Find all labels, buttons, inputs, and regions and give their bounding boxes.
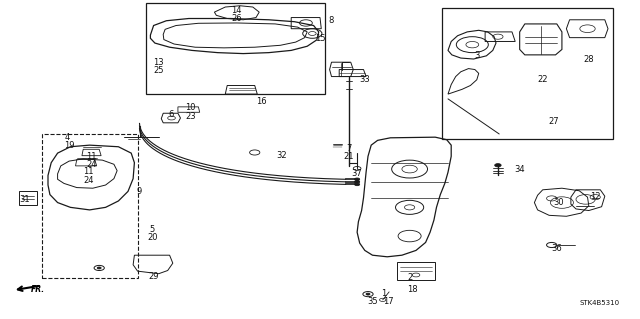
Text: 12: 12 xyxy=(590,192,600,201)
Text: 22: 22 xyxy=(538,75,548,84)
Circle shape xyxy=(97,267,101,269)
Text: 8: 8 xyxy=(328,16,333,25)
Text: 15: 15 xyxy=(315,34,325,43)
Text: 17: 17 xyxy=(383,297,394,306)
Text: 20: 20 xyxy=(147,233,157,242)
Text: 33: 33 xyxy=(360,75,370,84)
Bar xyxy=(146,3,325,94)
Text: 4: 4 xyxy=(65,133,70,142)
Text: FR.: FR. xyxy=(31,285,45,293)
Text: 19: 19 xyxy=(64,141,74,150)
Text: 1: 1 xyxy=(381,289,387,298)
Circle shape xyxy=(495,164,501,167)
Text: 10: 10 xyxy=(186,103,196,112)
Text: 28: 28 xyxy=(584,56,594,64)
Text: 2: 2 xyxy=(407,273,412,282)
Circle shape xyxy=(355,181,360,183)
Bar xyxy=(397,262,435,280)
Text: 31: 31 xyxy=(19,195,29,204)
Text: 30: 30 xyxy=(554,198,564,207)
Text: 21: 21 xyxy=(344,152,354,161)
Text: 7: 7 xyxy=(346,144,351,153)
Text: 16: 16 xyxy=(256,97,266,106)
Text: 14: 14 xyxy=(232,6,242,15)
Circle shape xyxy=(355,178,360,181)
Text: 11: 11 xyxy=(86,152,97,161)
Text: 3: 3 xyxy=(474,51,479,60)
Text: 29: 29 xyxy=(148,272,159,281)
Text: 35: 35 xyxy=(367,297,378,306)
Bar xyxy=(42,134,138,278)
Bar xyxy=(442,8,613,139)
Text: 24: 24 xyxy=(86,160,97,169)
Text: 23: 23 xyxy=(186,112,196,121)
Text: 34: 34 xyxy=(515,165,525,174)
Bar xyxy=(19,191,37,205)
Text: 27: 27 xyxy=(548,117,559,126)
Circle shape xyxy=(355,183,360,186)
Text: STK4B5310: STK4B5310 xyxy=(579,300,620,306)
Text: 32: 32 xyxy=(276,151,287,160)
Text: 18: 18 xyxy=(408,285,418,294)
Text: 25: 25 xyxy=(154,66,164,75)
Text: 24: 24 xyxy=(83,176,93,185)
Text: 26: 26 xyxy=(232,14,242,23)
Text: 37: 37 xyxy=(352,169,362,178)
Text: 6: 6 xyxy=(169,110,174,119)
Text: 13: 13 xyxy=(154,58,164,67)
Circle shape xyxy=(366,293,370,295)
Text: 9: 9 xyxy=(137,187,142,196)
Text: 36: 36 xyxy=(552,244,562,253)
Text: 11: 11 xyxy=(83,167,93,176)
Text: 5: 5 xyxy=(150,225,155,234)
